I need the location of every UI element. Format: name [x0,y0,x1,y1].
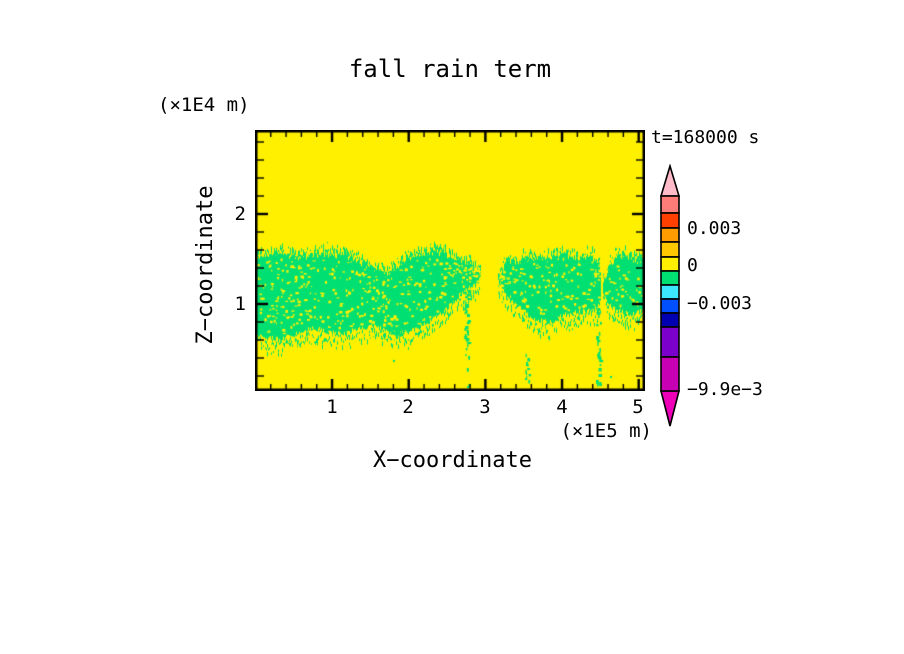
y-axis-unit-label: (×1E4 m) [158,94,250,116]
x-tick-label-2: 2 [402,396,414,418]
x-tick-label-5: 5 [632,396,644,418]
y-tick-label-2: 2 [234,203,246,225]
x-axis-unit-label: (×1E5 m) [560,420,652,442]
colorbar [659,164,681,427]
x-tick-label-1: 1 [326,396,338,418]
x-tick-label-4: 4 [556,396,568,418]
x-axis-title: X−coordinate [373,448,532,473]
colorbar-label-min: −9.9e−3 [687,379,763,400]
colorbar-label-zero: 0 [687,255,698,276]
heatmap-canvas [255,130,645,391]
plot-title: fall rain term [348,55,552,83]
y-axis-title: Z−coordinate [193,185,218,345]
time-annotation: t=168000 s [651,127,760,148]
x-tick-label-3: 3 [479,396,491,418]
colorbar-label-neg: −0.003 [687,293,753,314]
colorbar-label-pos: 0.003 [687,218,742,239]
y-tick-label-1: 1 [234,293,246,315]
